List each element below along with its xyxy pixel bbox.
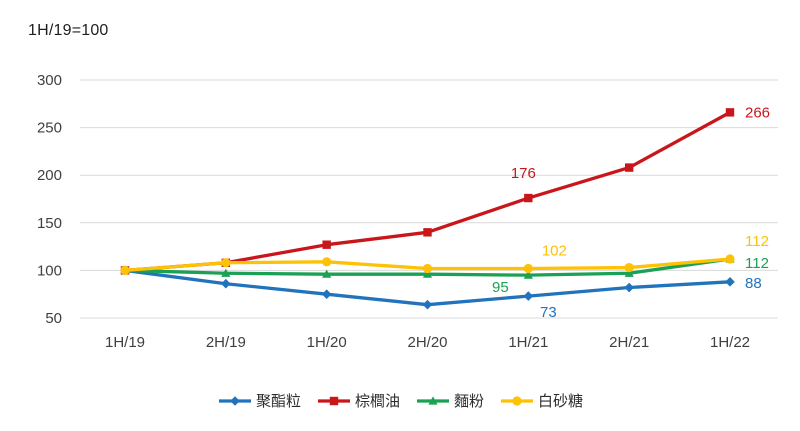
gridlines xyxy=(80,79,778,319)
x-tick-label: 2H/20 xyxy=(407,334,447,351)
legend-item-聚酯粒: 聚酯粒 xyxy=(217,394,301,409)
triangle-marker-icon xyxy=(322,269,332,278)
y-tick-label: 150 xyxy=(37,215,62,232)
circle-marker-icon xyxy=(523,263,533,274)
x-tick-label: 1H/20 xyxy=(307,334,347,351)
square-marker-icon xyxy=(329,396,339,406)
legend-label: 白砂糖 xyxy=(538,392,584,410)
x-tick-label: 1H/21 xyxy=(508,334,548,351)
x-tick-label: 1H/22 xyxy=(710,334,750,351)
x-tick-label: 2H/19 xyxy=(206,334,246,351)
series-聚酯粒 xyxy=(120,265,735,310)
diamond-marker-icon xyxy=(624,282,634,293)
legend-square-swatch-icon xyxy=(317,396,350,406)
y-tick-label: 300 xyxy=(37,72,62,89)
diamond-marker-icon xyxy=(230,396,240,406)
circle-marker-icon xyxy=(624,262,634,273)
triangle-marker-icon xyxy=(523,270,533,279)
chart-note-baseline: 1H/19=100 xyxy=(28,22,109,39)
y-tick-label: 200 xyxy=(37,167,62,184)
series-line-1 xyxy=(123,110,732,273)
circle-marker-icon xyxy=(512,396,522,406)
legend-diamond-swatch-icon xyxy=(218,396,251,406)
diamond-marker-icon xyxy=(321,289,332,299)
legend-item-棕櫚油: 棕櫚油 xyxy=(316,394,400,409)
circle-marker-icon xyxy=(221,258,231,268)
square-marker-icon xyxy=(322,240,331,249)
y-tick-label: 50 xyxy=(45,310,62,327)
triangle-marker-icon xyxy=(624,268,634,277)
square-marker-icon xyxy=(624,163,634,172)
triangle-marker-icon xyxy=(422,269,433,278)
y-tick-label: 250 xyxy=(37,120,62,137)
diamond-marker-icon xyxy=(523,291,534,301)
legend-label: 棕櫚油 xyxy=(354,392,400,410)
legend-label: 聚酯粒 xyxy=(255,392,301,410)
square-marker-icon xyxy=(524,193,533,203)
legend-label: 麵粉 xyxy=(454,392,485,410)
data-label: 266 xyxy=(745,104,770,121)
x-tick-label: 2H/21 xyxy=(609,334,649,351)
legend-circle-swatch-icon xyxy=(501,396,534,406)
data-label: 88 xyxy=(745,275,762,292)
square-marker-icon xyxy=(725,108,735,117)
data-label: 112 xyxy=(745,255,769,272)
legend-triangle-swatch-icon xyxy=(417,396,449,405)
y-axis-tick-labels: 300 250 200 150 100 50 xyxy=(37,72,62,327)
legend-item-白砂糖: 白砂糖 xyxy=(499,394,583,409)
data-label: 176 xyxy=(511,165,536,182)
data-label: 112 xyxy=(745,233,769,250)
diamond-marker-icon xyxy=(221,278,231,289)
diamond-marker-icon xyxy=(422,299,433,310)
triangle-marker-icon xyxy=(428,396,438,405)
data-label: 73 xyxy=(540,304,557,321)
data-labels: 176 266 102 112 95 112 73 88 xyxy=(492,104,770,321)
data-label: 102 xyxy=(542,242,567,259)
triangle-marker-icon xyxy=(221,268,231,277)
series-白砂糖 xyxy=(120,254,735,275)
data-label: 95 xyxy=(492,279,509,296)
series-棕櫚油 xyxy=(120,108,735,275)
circle-marker-icon xyxy=(322,257,332,267)
legend-item-麵粉: 麵粉 xyxy=(415,394,484,409)
x-tick-label: 1H/19 xyxy=(105,334,145,351)
circle-marker-icon xyxy=(725,254,735,264)
circle-marker-icon xyxy=(120,265,130,275)
diamond-marker-icon xyxy=(725,277,735,287)
x-axis-tick-labels: 1H/19 2H/19 1H/20 2H/20 1H/21 2H/21 1H/22 xyxy=(105,334,750,351)
square-marker-icon xyxy=(423,228,432,237)
chart-legend: 聚酯粒 棕櫚油 麵粉 白砂糖 xyxy=(0,390,800,412)
y-tick-label: 100 xyxy=(37,262,62,279)
circle-marker-icon xyxy=(422,263,433,274)
